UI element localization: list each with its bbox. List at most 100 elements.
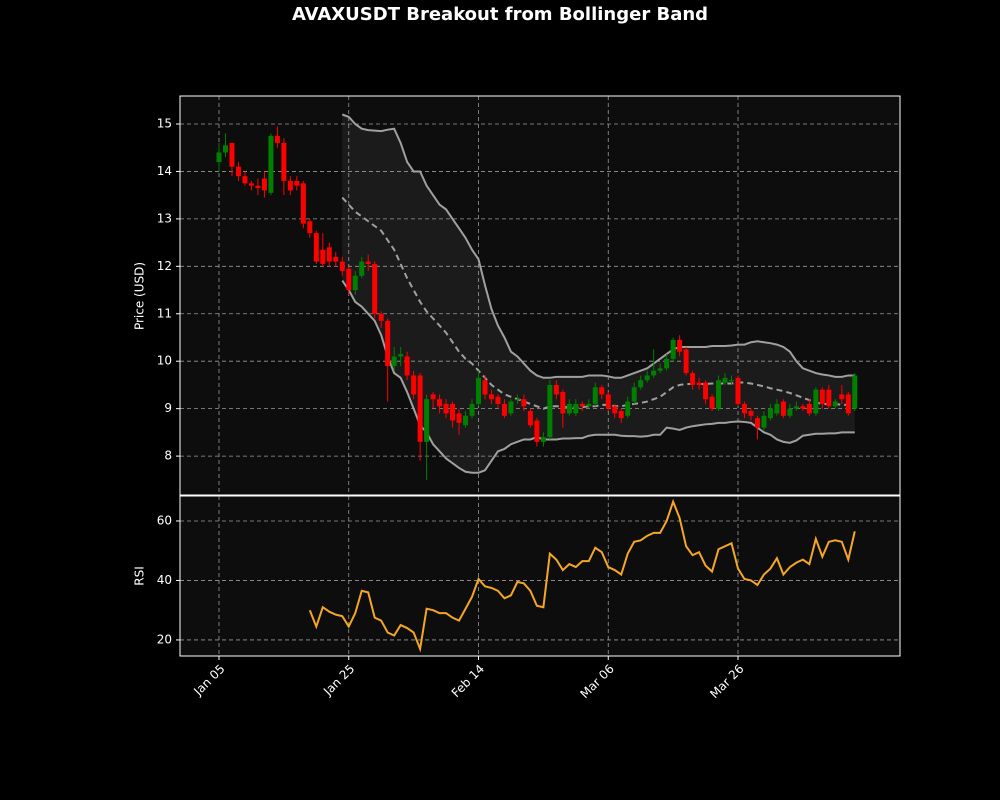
candle-body xyxy=(216,152,222,162)
candle-body xyxy=(599,387,605,395)
candle-body xyxy=(696,382,702,385)
candle-body xyxy=(469,403,475,416)
candle-body xyxy=(573,403,579,414)
candle-body xyxy=(703,382,709,400)
candle-body xyxy=(333,256,339,262)
candle-body xyxy=(540,437,546,442)
candle-body xyxy=(255,185,261,189)
candle-body xyxy=(339,261,345,272)
candle-body xyxy=(553,384,559,395)
candle-body xyxy=(352,275,358,291)
candle-body xyxy=(638,380,644,388)
axes-frame xyxy=(179,495,901,657)
candle-body xyxy=(579,403,585,407)
y-tick-label: 12 xyxy=(157,259,172,273)
candle-body xyxy=(631,387,637,402)
candle-body xyxy=(852,375,858,409)
y-tick-label: 10 xyxy=(157,354,172,368)
candle-body xyxy=(488,394,494,400)
candle-body xyxy=(495,396,501,404)
candle-body xyxy=(735,377,741,404)
y-tick-label: 20 xyxy=(157,632,172,646)
candle-body xyxy=(586,403,592,407)
candle-body xyxy=(716,380,722,409)
candle-body xyxy=(300,183,306,224)
price-panel xyxy=(180,96,900,495)
candle-body xyxy=(404,356,410,376)
candle-body xyxy=(845,394,851,414)
candle-body xyxy=(346,268,352,291)
candle-body xyxy=(839,394,845,400)
candle-body xyxy=(326,247,332,262)
candle-body xyxy=(625,401,631,416)
candle-body xyxy=(806,403,812,414)
rsi-panel xyxy=(180,496,900,656)
candle-body xyxy=(307,221,313,234)
candle-body xyxy=(430,394,436,400)
rsi-line xyxy=(308,498,856,653)
candle-body xyxy=(437,399,443,407)
candle-body xyxy=(508,401,514,414)
candle-body xyxy=(378,313,384,321)
candle-body xyxy=(320,249,326,264)
candle-body xyxy=(800,406,806,409)
candle-body xyxy=(729,380,735,382)
candle-body xyxy=(826,389,832,407)
candle-body xyxy=(391,356,397,366)
candle-body xyxy=(450,403,456,421)
candle-body xyxy=(741,403,747,414)
candle-body xyxy=(385,320,391,366)
candle-body xyxy=(683,349,689,374)
candle-body xyxy=(761,415,767,428)
candle-body xyxy=(618,411,624,419)
candle-body xyxy=(813,389,819,414)
y-tick-label: 40 xyxy=(157,573,172,587)
candle-body xyxy=(560,392,566,414)
candle-body xyxy=(527,411,533,426)
candle-body xyxy=(482,380,488,395)
candle-body xyxy=(365,261,371,264)
candle-body xyxy=(417,375,423,442)
bollinger-middle xyxy=(341,196,855,410)
candle-body xyxy=(664,358,670,369)
candle-body xyxy=(274,135,280,143)
candle-body xyxy=(359,261,365,276)
candle-body xyxy=(780,401,786,416)
candle-body xyxy=(612,406,618,414)
candle-body xyxy=(372,263,378,314)
y-tick-label: 9 xyxy=(164,401,172,415)
candle-body xyxy=(222,145,228,153)
candle-body xyxy=(787,408,793,416)
candle-body xyxy=(268,135,274,193)
candle-body xyxy=(463,415,469,426)
candle-body xyxy=(767,408,773,419)
band-fill xyxy=(342,114,855,473)
candle-body xyxy=(709,396,715,409)
candle-body xyxy=(592,387,598,404)
candle-body xyxy=(605,394,611,409)
candle-body xyxy=(501,403,507,416)
candle-body xyxy=(242,176,248,184)
candle-body xyxy=(424,399,430,442)
axes-frame xyxy=(179,95,901,496)
candle-body xyxy=(534,420,540,442)
candle-body xyxy=(793,406,799,409)
candle-body xyxy=(261,178,267,191)
candle-body xyxy=(411,375,417,395)
y-tick-label: 60 xyxy=(157,513,172,527)
candle-body xyxy=(281,142,287,181)
candle-body xyxy=(398,354,404,357)
candle-body xyxy=(514,399,520,401)
y-tick-label: 11 xyxy=(157,306,172,320)
candle-body xyxy=(670,339,676,359)
candle-body xyxy=(313,233,319,262)
y-axis-label: Price (USD) xyxy=(133,262,147,330)
y-tick-label: 8 xyxy=(164,449,172,463)
candle-body xyxy=(657,368,663,371)
y-axis-label: RSI xyxy=(133,566,147,586)
candle-body xyxy=(547,384,553,438)
bollinger-upper xyxy=(341,113,855,379)
candle-body xyxy=(748,411,754,416)
chart-title: AVAXUSDT Breakout from Bollinger Band xyxy=(292,4,708,25)
